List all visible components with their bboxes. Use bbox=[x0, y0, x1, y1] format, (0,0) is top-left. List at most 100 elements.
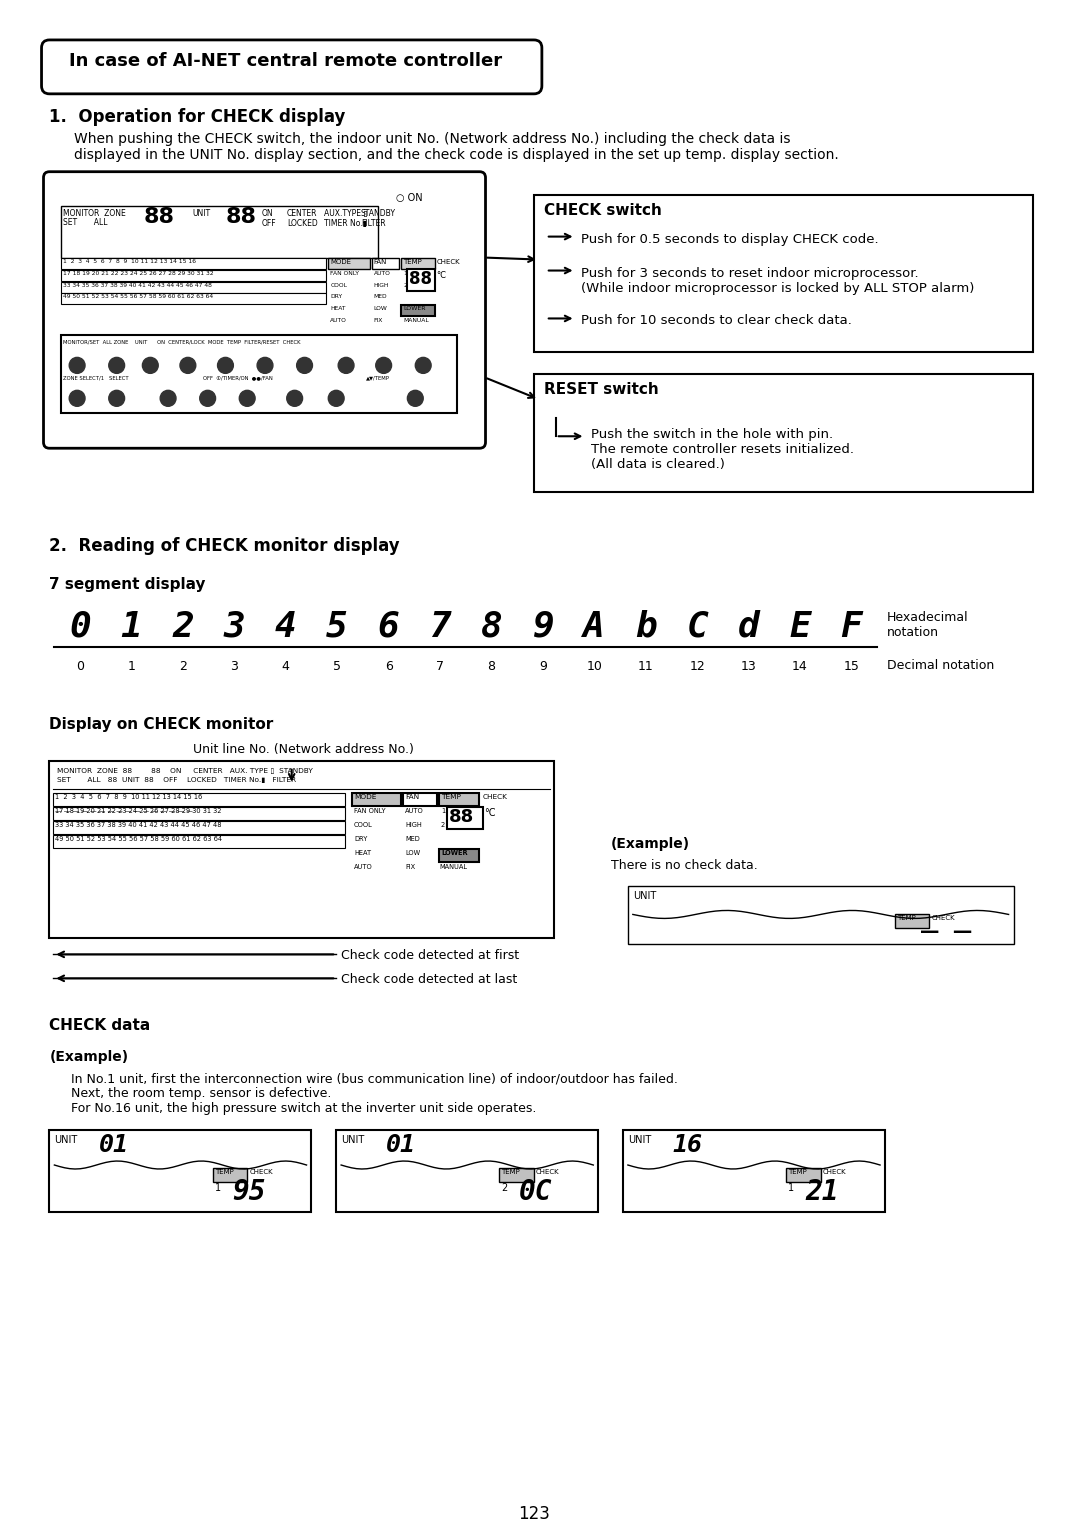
Text: 1: 1 bbox=[215, 1183, 220, 1193]
Text: AUTO: AUTO bbox=[330, 318, 347, 324]
Text: TEMP: TEMP bbox=[215, 1169, 233, 1175]
Text: UNIT: UNIT bbox=[54, 1135, 78, 1144]
Text: FAN: FAN bbox=[374, 258, 387, 264]
Text: 2: 2 bbox=[441, 822, 445, 828]
Text: MED: MED bbox=[374, 295, 388, 299]
Text: MONITOR  ZONE: MONITOR ZONE bbox=[64, 209, 126, 217]
Text: 1: 1 bbox=[441, 808, 445, 813]
FancyBboxPatch shape bbox=[43, 171, 486, 448]
Text: 8: 8 bbox=[487, 660, 496, 674]
Bar bbox=[53, 793, 346, 805]
Text: 2: 2 bbox=[172, 610, 193, 643]
Text: —  —: — — bbox=[919, 923, 972, 941]
Text: 7: 7 bbox=[429, 610, 450, 643]
Text: CHECK: CHECK bbox=[823, 1169, 847, 1175]
Text: SET       ALL   88  UNIT  88    OFF    LOCKED   TIMER No.▮   FILTER: SET ALL 88 UNIT 88 OFF LOCKED TIMER No.▮… bbox=[57, 776, 297, 782]
Text: CHECK switch: CHECK switch bbox=[544, 203, 662, 217]
Text: HIGH: HIGH bbox=[374, 283, 389, 287]
Text: 2: 2 bbox=[501, 1183, 508, 1193]
Text: In case of AI-NET central remote controller: In case of AI-NET central remote control… bbox=[69, 52, 502, 70]
Circle shape bbox=[338, 358, 354, 373]
Bar bbox=[404, 793, 437, 805]
Text: 0C: 0C bbox=[519, 1178, 553, 1206]
Text: CHECK: CHECK bbox=[931, 915, 955, 921]
Bar bbox=[53, 821, 346, 834]
Bar bbox=[50, 1131, 311, 1212]
Text: d: d bbox=[738, 610, 759, 643]
Text: 5: 5 bbox=[326, 610, 348, 643]
Text: 16: 16 bbox=[673, 1134, 702, 1157]
Bar bbox=[407, 269, 435, 290]
Circle shape bbox=[416, 358, 431, 373]
Text: Push for 10 seconds to clear check data.: Push for 10 seconds to clear check data. bbox=[581, 315, 852, 327]
Bar bbox=[627, 886, 1013, 944]
Text: 49 50 51 52 53 54 55 56 57 58 59 60 61 62 63 64: 49 50 51 52 53 54 55 56 57 58 59 60 61 6… bbox=[55, 836, 222, 842]
Text: TEMP: TEMP bbox=[441, 793, 461, 799]
Text: LOW: LOW bbox=[374, 307, 388, 312]
Text: 8: 8 bbox=[481, 610, 502, 643]
Text: Unit line No. (Network address No.): Unit line No. (Network address No.) bbox=[193, 743, 414, 756]
Bar bbox=[50, 761, 554, 938]
Circle shape bbox=[200, 390, 216, 406]
Text: TEMP: TEMP bbox=[788, 1169, 807, 1175]
Text: HIGH: HIGH bbox=[405, 822, 422, 828]
Bar bbox=[352, 793, 402, 805]
Text: LOWER: LOWER bbox=[404, 307, 426, 312]
Text: MODE: MODE bbox=[330, 258, 351, 264]
Text: DRY: DRY bbox=[330, 295, 342, 299]
Bar bbox=[62, 293, 326, 304]
Text: (Example): (Example) bbox=[611, 836, 690, 851]
Text: 1: 1 bbox=[121, 610, 143, 643]
Text: FAN ONLY: FAN ONLY bbox=[330, 270, 360, 275]
Text: ○ ON: ○ ON bbox=[395, 193, 422, 203]
Text: TEMP: TEMP bbox=[896, 915, 916, 921]
Bar bbox=[53, 834, 346, 848]
Text: 13: 13 bbox=[741, 660, 756, 674]
Text: LOW: LOW bbox=[405, 850, 420, 856]
Text: FIX: FIX bbox=[405, 863, 416, 869]
Bar bbox=[336, 1131, 598, 1212]
Text: 88: 88 bbox=[449, 808, 474, 825]
Text: 5: 5 bbox=[334, 660, 341, 674]
Text: 2.  Reading of CHECK monitor display: 2. Reading of CHECK monitor display bbox=[50, 536, 400, 555]
Text: F: F bbox=[840, 610, 862, 643]
Text: AUTO: AUTO bbox=[354, 863, 373, 869]
Text: DRY: DRY bbox=[354, 836, 367, 842]
Bar bbox=[53, 807, 346, 819]
Text: UNIT: UNIT bbox=[627, 1135, 651, 1144]
Text: In No.1 unit, first the interconnection wire (bus communication line) of indoor/: In No.1 unit, first the interconnection … bbox=[71, 1073, 678, 1115]
Bar bbox=[213, 1167, 247, 1183]
Text: HEAT: HEAT bbox=[354, 850, 372, 856]
Text: MONITOR  ZONE  88        88    ON     CENTER   AUX. TYPE ▯  STANDBY: MONITOR ZONE 88 88 ON CENTER AUX. TYPE ▯… bbox=[57, 767, 313, 773]
Bar bbox=[534, 194, 1034, 353]
Text: 4: 4 bbox=[275, 610, 297, 643]
Text: 33 34 35 36 37 38 39 40 41 42 43 44 45 46 47 48: 33 34 35 36 37 38 39 40 41 42 43 44 45 4… bbox=[55, 822, 221, 828]
Text: Display on CHECK monitor: Display on CHECK monitor bbox=[50, 717, 273, 732]
Text: 0: 0 bbox=[69, 610, 91, 643]
Text: Push for 3 seconds to reset indoor microprocessor.
(While indoor microprocessor : Push for 3 seconds to reset indoor micro… bbox=[581, 266, 975, 295]
Text: 88: 88 bbox=[409, 269, 432, 287]
Text: C: C bbox=[686, 610, 708, 643]
Text: CENTER
LOCKED: CENTER LOCKED bbox=[287, 209, 318, 228]
Text: b: b bbox=[635, 610, 657, 643]
Circle shape bbox=[328, 390, 345, 406]
Text: MANUAL: MANUAL bbox=[440, 863, 467, 869]
Text: FIX: FIX bbox=[374, 318, 383, 324]
Text: OFF  ①/TIMER/ON  ●●/FAN: OFF ①/TIMER/ON ●●/FAN bbox=[203, 376, 272, 380]
Text: ▲▼/TEMP: ▲▼/TEMP bbox=[366, 376, 390, 380]
Text: Decimal notation: Decimal notation bbox=[887, 659, 995, 672]
Text: CHECK: CHECK bbox=[437, 258, 461, 264]
Text: 49 50 51 52 53 54 55 56 57 58 59 60 61 62 63 64: 49 50 51 52 53 54 55 56 57 58 59 60 61 6… bbox=[64, 295, 214, 299]
Text: 1  2  3  4  5  6  7  8  9  10 11 12 13 14 15 16: 1 2 3 4 5 6 7 8 9 10 11 12 13 14 15 16 bbox=[64, 258, 197, 263]
Text: UNIT: UNIT bbox=[341, 1135, 364, 1144]
Bar bbox=[372, 258, 400, 269]
Text: AUX.TYPE ▯
TIMER No.▮: AUX.TYPE ▯ TIMER No.▮ bbox=[324, 209, 368, 228]
Text: 0: 0 bbox=[76, 660, 84, 674]
Text: HEAT: HEAT bbox=[330, 307, 346, 312]
Text: SET       ALL: SET ALL bbox=[64, 217, 108, 226]
Text: Push for 0.5 seconds to display CHECK code.: Push for 0.5 seconds to display CHECK co… bbox=[581, 232, 879, 246]
Circle shape bbox=[407, 390, 423, 406]
Text: 01: 01 bbox=[99, 1134, 129, 1157]
Text: 1: 1 bbox=[788, 1183, 794, 1193]
Bar bbox=[499, 1167, 534, 1183]
